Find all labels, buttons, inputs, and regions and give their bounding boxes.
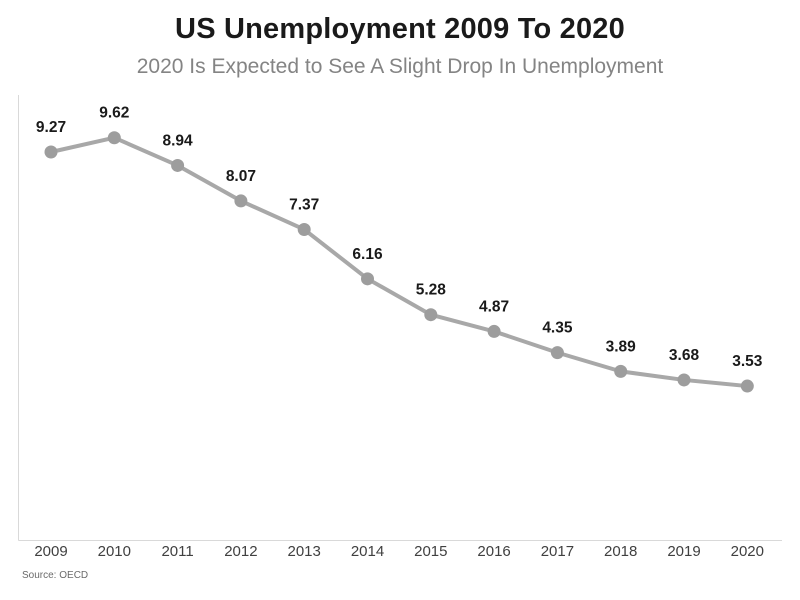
data-label-2013: 7.37 [289,196,319,213]
data-point-2011 [171,158,185,172]
data-point-2013 [297,222,311,236]
data-label-2017: 4.35 [542,320,573,337]
data-point-2020 [740,379,754,393]
x-tick-2015: 2015 [414,543,447,560]
series-line-layer [44,131,754,393]
x-tick-2011: 2011 [161,543,193,560]
x-axis-tick-layer: 2009 2010 2011 2012 2013 2014 2015 2016 2017 2018… [34,543,764,560]
data-label-2015: 5.28 [416,282,447,299]
data-label-2014: 6.16 [352,246,383,263]
x-tick-2013: 2013 [288,543,321,560]
series-line [49,135,750,389]
data-label-2012: 8.07 [226,168,256,185]
x-tick-2017: 2017 [541,543,574,560]
data-point-2012 [234,194,248,208]
x-tick-2019: 2019 [667,543,700,560]
x-tick-2014: 2014 [351,543,384,560]
x-tick-2020: 2020 [731,543,764,560]
chart-title: US Unemployment 2009 To 2020 [175,13,625,45]
data-label-2018: 3.89 [606,338,637,355]
source-note: Source: OECD [22,570,89,581]
chart-subtitle: 2020 Is Expected to See A Slight Drop In… [136,55,664,78]
axis-layer [18,95,782,541]
data-label-2009: 9.27 [36,119,66,136]
data-point-2014 [361,272,374,286]
x-tick-2016: 2016 [477,543,510,560]
x-tick-2009: 2009 [34,543,67,560]
data-point-2010 [107,131,121,145]
data-point-2016 [487,324,501,338]
x-tick-2018: 2018 [604,543,637,560]
data-point-2017 [550,346,564,360]
data-point-2009 [44,145,58,159]
data-label-2011: 8.94 [163,132,194,149]
data-point-2018 [614,364,628,378]
x-tick-2010: 2010 [98,543,131,560]
data-label-2010: 9.62 [99,105,129,122]
data-point-2015 [424,308,438,322]
x-tick-2012: 2012 [224,543,257,560]
data-point-2019 [677,373,691,387]
data-label-2020: 3.53 [732,353,763,370]
data-label-layer: 9.27 9.62 8.94 8.07 7.37 6.16 5.28 4.87 4.35 3.89… [36,105,763,370]
data-label-2016: 4.87 [479,298,509,315]
data-label-2019: 3.68 [669,347,700,364]
